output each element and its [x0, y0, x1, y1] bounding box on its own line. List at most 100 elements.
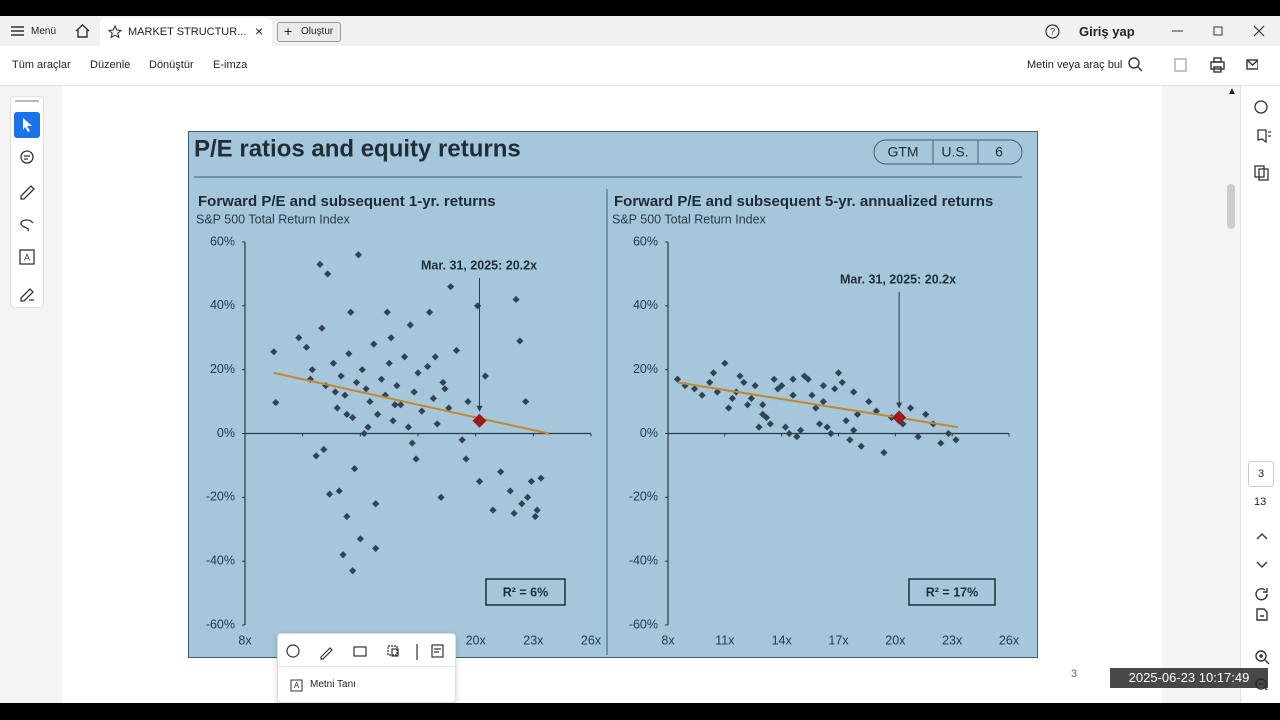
scatter-point: [789, 391, 797, 399]
document-tab-title[interactable]: MARKET STRUCTUR...: [128, 26, 247, 38]
panel-icons[interactable]: [1253, 100, 1271, 195]
scatter-point: [537, 474, 545, 482]
y-tick-label: 60%: [210, 234, 235, 248]
scatter-point: [414, 369, 422, 377]
scatter-point: [831, 385, 839, 393]
close-tab[interactable]: ×: [255, 23, 264, 39]
x-tick-label: 8x: [661, 633, 675, 647]
scatter-point: [404, 423, 412, 431]
scatter-point: [781, 423, 790, 431]
scatter-point: [865, 397, 873, 406]
x-tick-label: 20x: [885, 633, 906, 647]
scatter-point: [743, 401, 752, 409]
scatter-point: [295, 334, 303, 342]
tool-icons[interactable]: A: [18, 150, 36, 320]
scatter-point: [347, 308, 355, 316]
scatter-point: [698, 391, 706, 399]
scatter-point: [762, 413, 771, 422]
bottom-frame: [0, 703, 1280, 720]
scatter-point: [728, 394, 737, 402]
menu-icon[interactable]: [11, 26, 25, 37]
y-tick-label: -60%: [206, 617, 235, 631]
scatter-point: [433, 420, 441, 428]
scatter-point: [389, 417, 397, 425]
ocr-icon[interactable]: A: [290, 679, 303, 692]
toolbar-item[interactable]: Tüm araçlar: [12, 59, 71, 71]
y-tick-label: -40%: [629, 553, 658, 567]
toolbar-item[interactable]: E-imza: [213, 59, 248, 71]
y-tick-label: -20%: [629, 490, 658, 504]
nav-icons[interactable]: [1254, 530, 1270, 690]
scatter-point: [410, 388, 418, 396]
scatter-point: [341, 391, 349, 399]
chart-subtitle: S&P 500 Total Return Index: [196, 212, 351, 226]
x-tick-label: 17x: [828, 633, 849, 647]
document-tab[interactable]: MARKET STRUCTUR... ×: [100, 18, 272, 46]
x-tick-label: 26x: [581, 633, 602, 647]
arrow-head: [476, 405, 483, 412]
slide-frame: [188, 131, 1038, 658]
total-pages: 13: [1254, 496, 1267, 508]
toolbar-item[interactable]: Düzenle: [90, 59, 131, 71]
scatter-point: [759, 401, 767, 409]
arrow-head: [896, 402, 903, 409]
star-icon[interactable]: [108, 25, 122, 39]
window-controls[interactable]: [1171, 24, 1271, 38]
ocr-action[interactable]: Metni Tanı: [310, 679, 356, 690]
scatter-point: [497, 468, 505, 476]
annotation: Mar. 31, 2025: 20.2x: [840, 272, 956, 286]
scatter-point: [331, 388, 339, 396]
scatter-point: [766, 420, 774, 428]
scatter-point: [349, 567, 357, 575]
scatter-point: [673, 375, 682, 383]
scatter-point: [751, 382, 759, 390]
help-icon[interactable]: ?: [1045, 24, 1060, 39]
scrollbar-thumb[interactable]: [1227, 184, 1235, 229]
scatter-point: [808, 391, 816, 399]
slide-title: P/E ratios and equity returns: [194, 135, 521, 162]
floating-icons[interactable]: [284, 642, 449, 660]
y-tick-label: -60%: [629, 617, 658, 631]
sign-in[interactable]: Giriş yap: [1079, 24, 1135, 39]
select-tool[interactable]: [14, 112, 40, 138]
scatter-point: [914, 433, 922, 441]
scatter-point: [489, 506, 497, 514]
scatter-point: [922, 410, 930, 418]
y-tick-label: -20%: [206, 490, 235, 504]
scatter-point: [838, 378, 846, 387]
create-label[interactable]: Oluştur: [301, 26, 334, 37]
scroll-up[interactable]: ▲: [1227, 86, 1237, 97]
scatter-point: [857, 442, 865, 450]
scatter-point: [819, 382, 827, 390]
scatter-point: [383, 308, 391, 316]
current-page[interactable]: 3: [1248, 461, 1274, 487]
scatter-point: [797, 426, 805, 434]
scatter-point: [408, 439, 416, 447]
create-button[interactable]: + Oluştur: [277, 22, 341, 42]
scatter-point: [429, 394, 437, 402]
search-label[interactable]: Metin veya araç bul: [1027, 59, 1123, 71]
scatter-point: [425, 308, 434, 316]
scatter-point: [759, 410, 767, 418]
scatter-point: [372, 544, 380, 552]
scatter-point: [944, 429, 952, 438]
r-squared-box: [908, 578, 996, 606]
menu-label[interactable]: Menü: [31, 26, 57, 37]
scatter-point: [747, 394, 755, 402]
scatter-point: [846, 436, 854, 444]
toolbar-item[interactable]: Dönüştür: [149, 59, 194, 71]
scatter-point: [458, 436, 466, 444]
scatter-point: [364, 423, 372, 431]
scatter-point: [437, 493, 445, 501]
scatter-point: [774, 385, 782, 393]
scatter-point: [333, 404, 341, 412]
home-icon[interactable]: [74, 23, 91, 39]
scatter-point: [522, 397, 530, 406]
toolbar-icons[interactable]: [1128, 57, 1258, 73]
scatter-point: [740, 378, 748, 387]
scroll-gutter: ▲: [1162, 86, 1240, 703]
scatter-point: [302, 343, 311, 351]
x-tick-label: 8x: [238, 633, 252, 647]
y-tick-label: 0%: [640, 426, 658, 440]
